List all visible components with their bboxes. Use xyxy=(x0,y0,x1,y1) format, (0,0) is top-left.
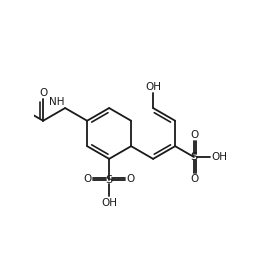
Text: OH: OH xyxy=(211,152,227,162)
Text: NH: NH xyxy=(49,97,64,107)
Text: O: O xyxy=(39,88,47,98)
Text: OH: OH xyxy=(101,198,117,208)
Text: O: O xyxy=(191,174,199,184)
Text: S: S xyxy=(106,175,113,185)
Text: OH: OH xyxy=(145,82,161,92)
Text: O: O xyxy=(84,174,92,184)
Text: S: S xyxy=(190,152,197,162)
Text: O: O xyxy=(191,130,199,140)
Text: O: O xyxy=(126,174,135,184)
